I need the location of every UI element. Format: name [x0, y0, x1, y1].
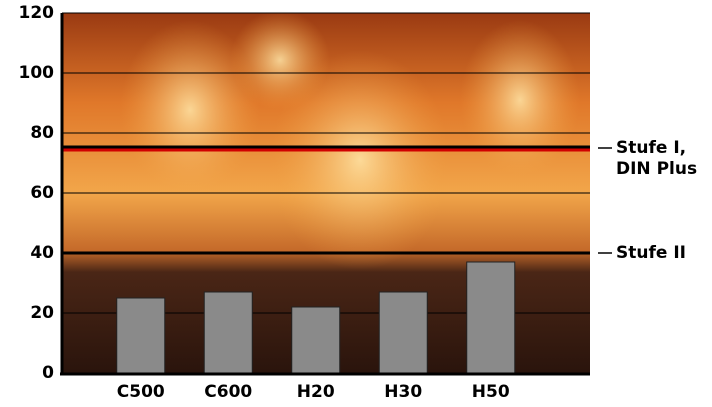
x-tick-label: C600 [204, 382, 252, 402]
y-tick-label: 0 [42, 363, 54, 383]
bar [466, 261, 516, 374]
bar [203, 291, 253, 374]
y-tick-label: 60 [30, 183, 54, 203]
x-tick-label: C500 [117, 382, 165, 402]
reference-label: Stufe II [616, 243, 686, 263]
x-tick-label: H20 [297, 382, 335, 402]
bar [116, 297, 166, 374]
y-tick-label: 40 [30, 243, 54, 263]
y-tick-label: 120 [19, 3, 55, 23]
x-tick-label: H30 [384, 382, 422, 402]
bar [291, 306, 341, 374]
y-tick-label: 100 [19, 63, 55, 83]
y-tick-label: 20 [30, 303, 54, 323]
reference-label: Stufe I, [616, 138, 686, 158]
plot: 0 20 40 60 80 100 120 C500 C600 H20 H30 H50 [19, 3, 590, 402]
y-tick-label: 80 [30, 123, 54, 143]
x-tick-label: H50 [472, 382, 510, 402]
reference-label: DIN Plus [616, 159, 697, 179]
bar [378, 291, 428, 374]
